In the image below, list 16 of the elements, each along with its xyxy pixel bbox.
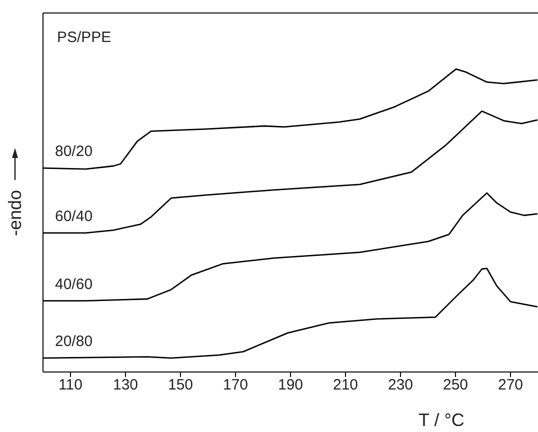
y-axis-title: -endo	[5, 190, 25, 236]
x-tick-label: 210	[332, 376, 358, 394]
text: PS/PPE	[57, 29, 112, 46]
x-tick-label: 170	[222, 376, 248, 394]
x-tick-label: 150	[168, 376, 194, 394]
series-label: 20/80	[55, 333, 93, 350]
x-tick-label: 130	[112, 376, 138, 394]
x-tick-label: 270	[498, 376, 524, 394]
x-tick-label: 190	[278, 376, 304, 394]
x-axis-title: T / °C	[418, 410, 464, 430]
x-tick-label: 230	[388, 376, 414, 394]
series-label: 80/20	[55, 143, 93, 160]
x-tick-label: 110	[58, 376, 82, 394]
series-label: 40/60	[55, 276, 93, 293]
x-tick-label: 250	[442, 376, 468, 394]
series-label: 60/40	[55, 208, 93, 225]
